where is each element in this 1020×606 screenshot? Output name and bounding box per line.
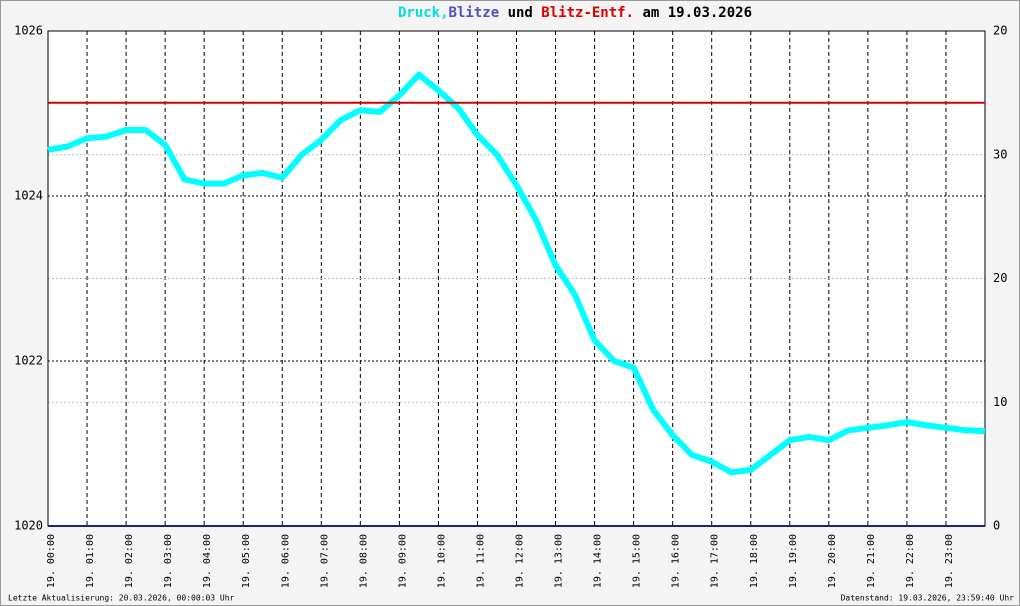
x-tick-label: 19. 20:00	[827, 534, 838, 588]
x-tick-label: 19. 06:00	[280, 534, 291, 588]
y2-tick-label: 30	[993, 147, 1007, 161]
x-tick-label: 19. 13:00	[554, 534, 565, 588]
x-tick-label: 19. 15:00	[632, 534, 643, 588]
x-tick-label: 19. 04:00	[202, 534, 213, 588]
x-tick-label: 19. 10:00	[436, 534, 447, 588]
x-tick-label: 19. 03:00	[163, 534, 174, 588]
title-part: Blitz-Entf.	[541, 5, 634, 21]
y2-tick-label: 10	[993, 395, 1007, 409]
x-tick-label: 19. 12:00	[515, 534, 526, 588]
x-tick-label: 19. 05:00	[241, 534, 252, 588]
x-tick-label: 19. 17:00	[710, 534, 721, 588]
y-tick-label: 1026	[14, 24, 43, 38]
x-tick-label: 19. 02:00	[124, 534, 135, 588]
x-tick-label: 19. 16:00	[671, 534, 682, 588]
x-tick-label: 19. 14:00	[593, 534, 604, 588]
x-tick-label: 19. 00:00	[46, 534, 57, 588]
title-part: am 19.03.2026	[642, 5, 752, 21]
x-tick-label: 19. 08:00	[358, 534, 369, 588]
y-tick-label: 1024	[14, 189, 43, 203]
x-tick-label: 19. 23:00	[944, 534, 955, 588]
x-tick-label: 19. 18:00	[749, 534, 760, 588]
footer-right: Datenstand: 19.03.2026, 23:59:40 Uhr	[841, 594, 1015, 603]
x-tick-label: 19. 01:00	[85, 534, 96, 588]
title-part: und	[508, 5, 533, 21]
y2-tick-label: 0	[993, 519, 1000, 533]
title-part: Druck,	[398, 5, 449, 21]
y-tick-label: 1020	[14, 519, 43, 533]
x-tick-label: 19. 19:00	[788, 534, 799, 588]
footer-left: Letzte Aktualisierung: 20.03.2026, 00:00…	[8, 594, 235, 603]
x-tick-label: 19. 11:00	[475, 534, 486, 588]
title-part: Blitze	[449, 5, 500, 21]
x-tick-label: 19. 07:00	[319, 534, 330, 588]
x-tick-label: 19. 21:00	[866, 534, 877, 588]
y2-tick-label: 20	[993, 271, 1007, 285]
y2-tick-label: 20	[993, 24, 1007, 38]
series-line	[47, 71, 986, 476]
x-tick-label: 19. 22:00	[905, 534, 916, 588]
x-tick-label: 19. 09:00	[397, 534, 408, 588]
y-tick-label: 1022	[14, 354, 43, 368]
chart-title: Druck,Blitze und Blitz-Entf. am 19.03.20…	[398, 5, 752, 21]
